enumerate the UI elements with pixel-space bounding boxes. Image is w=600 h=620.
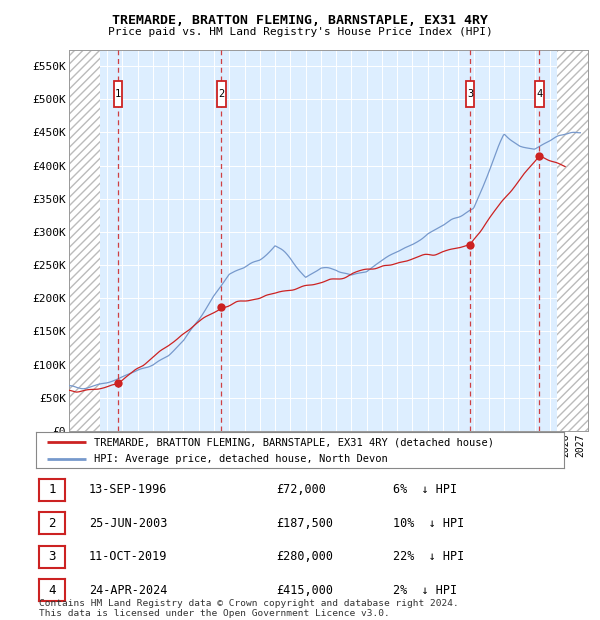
Bar [69,50,100,431]
Text: 2: 2 [218,89,224,99]
Text: £280,000: £280,000 [276,551,333,563]
Text: Contains HM Land Registry data © Crown copyright and database right 2024.: Contains HM Land Registry data © Crown c… [39,600,459,608]
Text: £72,000: £72,000 [276,484,326,496]
FancyBboxPatch shape [466,81,475,107]
Text: 4: 4 [536,89,542,99]
Text: 13-SEP-1996: 13-SEP-1996 [89,484,167,496]
Text: 11-OCT-2019: 11-OCT-2019 [89,551,167,563]
Text: Price paid vs. HM Land Registry's House Price Index (HPI): Price paid vs. HM Land Registry's House … [107,27,493,37]
Text: 3: 3 [467,89,473,99]
Text: TREMARDE, BRATTON FLEMING, BARNSTAPLE, EX31 4RY (detached house): TREMARDE, BRATTON FLEMING, BARNSTAPLE, E… [94,437,494,447]
Text: 4: 4 [49,584,56,596]
Text: TREMARDE, BRATTON FLEMING, BARNSTAPLE, EX31 4RY: TREMARDE, BRATTON FLEMING, BARNSTAPLE, E… [112,14,488,27]
Text: 25-JUN-2003: 25-JUN-2003 [89,517,167,529]
Text: 24-APR-2024: 24-APR-2024 [89,584,167,596]
Text: HPI: Average price, detached house, North Devon: HPI: Average price, detached house, Nort… [94,454,388,464]
FancyBboxPatch shape [114,81,122,107]
Text: 2: 2 [49,517,56,529]
Bar [557,50,588,431]
Text: 10%  ↓ HPI: 10% ↓ HPI [393,517,464,529]
Text: 6%  ↓ HPI: 6% ↓ HPI [393,484,457,496]
Text: 1: 1 [49,484,56,496]
Text: This data is licensed under the Open Government Licence v3.0.: This data is licensed under the Open Gov… [39,609,390,618]
Text: 3: 3 [49,551,56,563]
Text: £415,000: £415,000 [276,584,333,596]
Text: 2%  ↓ HPI: 2% ↓ HPI [393,584,457,596]
FancyBboxPatch shape [217,81,226,107]
FancyBboxPatch shape [535,81,544,107]
Text: £187,500: £187,500 [276,517,333,529]
Text: 22%  ↓ HPI: 22% ↓ HPI [393,551,464,563]
Text: 1: 1 [115,89,121,99]
